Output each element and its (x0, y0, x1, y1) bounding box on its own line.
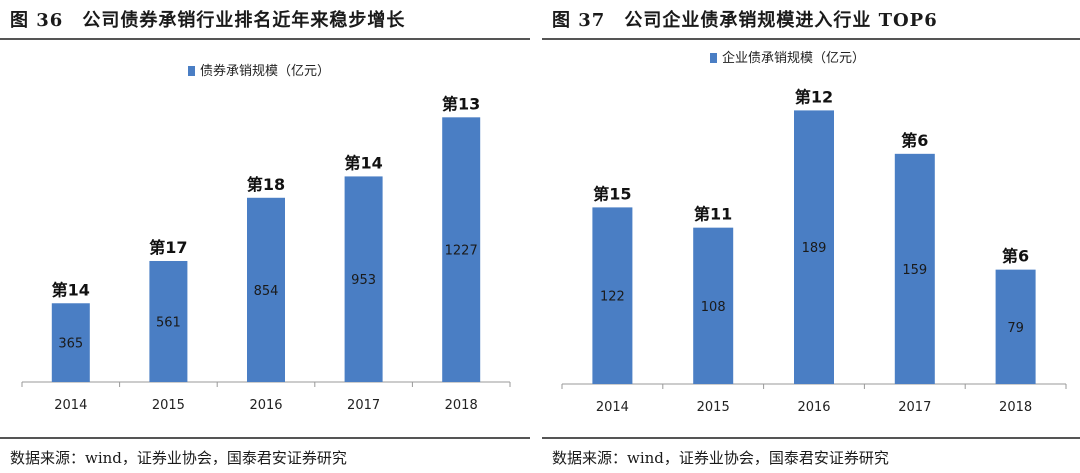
bar-value-label: 159 (902, 263, 927, 278)
rank-annotation: 第14 (344, 153, 382, 172)
bottom-rule-right (542, 437, 1080, 439)
rank-annotation: 第6 (1002, 247, 1029, 266)
bar (995, 269, 1036, 384)
chart-panel-left: 图 36 公司债券承销行业排名近年来稳步增长 债券承销规模（亿元） 365 第14 2… (0, 0, 530, 473)
legend-swatch (188, 66, 195, 76)
rank-annotation: 第18 (247, 175, 285, 194)
top-rule-right (542, 38, 1080, 40)
x-tick-label: 2017 (347, 398, 380, 413)
bar-chart-right-svg: 企业债承销规模（亿元） 122 第15 2014 108 第11 2015 189 第12 201… (561, 50, 1067, 415)
bar-value-label: 365 (58, 337, 83, 352)
bar (442, 117, 481, 382)
bar (51, 303, 90, 382)
top-rule-left (0, 38, 530, 40)
bar (693, 227, 734, 384)
x-tick-label: 2015 (697, 400, 730, 415)
bar (247, 197, 285, 382)
bar-chart-left: 债券承销规模（亿元） 365 第14 2014 561 第17 2015 854 第18 2016… (0, 40, 530, 435)
legend-label: 企业债承销规模（亿元） (722, 50, 865, 66)
rank-annotation: 第12 (795, 87, 833, 106)
bar-value-label: 854 (254, 284, 279, 299)
bar-chart-right: 企业债承销规模（亿元） 122 第15 2014 108 第11 2015 189 第12 201… (542, 40, 1080, 435)
rank-annotation: 第14 (52, 280, 90, 299)
bar (592, 207, 633, 384)
x-tick-label: 2016 (797, 400, 830, 415)
x-tick-label: 2014 (596, 400, 629, 415)
x-tick-label: 2014 (54, 398, 87, 413)
bar-value-label: 1227 (445, 244, 478, 259)
x-tick-label: 2016 (249, 398, 282, 413)
bar-value-label: 79 (1007, 321, 1024, 336)
bar-value-label: 108 (701, 300, 726, 315)
source-note-left: 数据来源：wind，证券业协会，国泰君安证券研究 (10, 449, 347, 467)
bar (894, 153, 935, 384)
chart-title-right: 图 37 公司企业债承销规模进入行业 TOP6 (552, 10, 938, 31)
rank-annotation: 第6 (901, 131, 928, 150)
rank-annotation: 第15 (593, 184, 631, 203)
rank-annotation: 第13 (442, 94, 480, 113)
source-note-right: 数据来源：wind，证券业协会，国泰君安证券研究 (552, 449, 889, 467)
bottom-rule-left (0, 437, 530, 439)
bar (344, 176, 383, 382)
legend-label: 债券承销规模（亿元） (200, 63, 330, 79)
bar (149, 260, 188, 382)
rank-annotation: 第11 (694, 205, 732, 224)
x-tick-label: 2017 (898, 400, 931, 415)
x-tick-label: 2015 (152, 398, 185, 413)
legend-swatch (710, 53, 717, 63)
x-tick-label: 2018 (445, 398, 478, 413)
bar-value-label: 953 (351, 273, 376, 288)
rank-annotation: 第17 (149, 238, 187, 257)
bar-value-label: 561 (156, 315, 181, 330)
bar-chart-left-svg: 债券承销规模（亿元） 365 第14 2014 561 第17 2015 854 第18 2016… (21, 63, 511, 413)
chart-panel-right: 图 37 公司企业债承销规模进入行业 TOP6 企业债承销规模（亿元） 122 第1… (542, 0, 1080, 473)
chart-title-left: 图 36 公司债券承销行业排名近年来稳步增长 (10, 10, 406, 31)
x-tick-label: 2018 (999, 400, 1032, 415)
bar-value-label: 189 (802, 241, 827, 256)
bar (794, 110, 834, 385)
bar-value-label: 122 (600, 290, 625, 305)
